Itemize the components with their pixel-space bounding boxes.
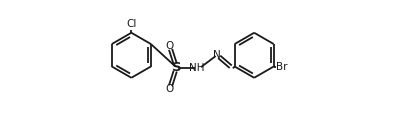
- Text: Br: Br: [275, 62, 287, 72]
- Text: O: O: [165, 41, 173, 51]
- Text: S: S: [171, 61, 181, 74]
- Text: N: N: [213, 50, 221, 60]
- Text: Cl: Cl: [126, 20, 136, 29]
- Text: O: O: [165, 84, 173, 94]
- Text: NH: NH: [189, 62, 204, 73]
